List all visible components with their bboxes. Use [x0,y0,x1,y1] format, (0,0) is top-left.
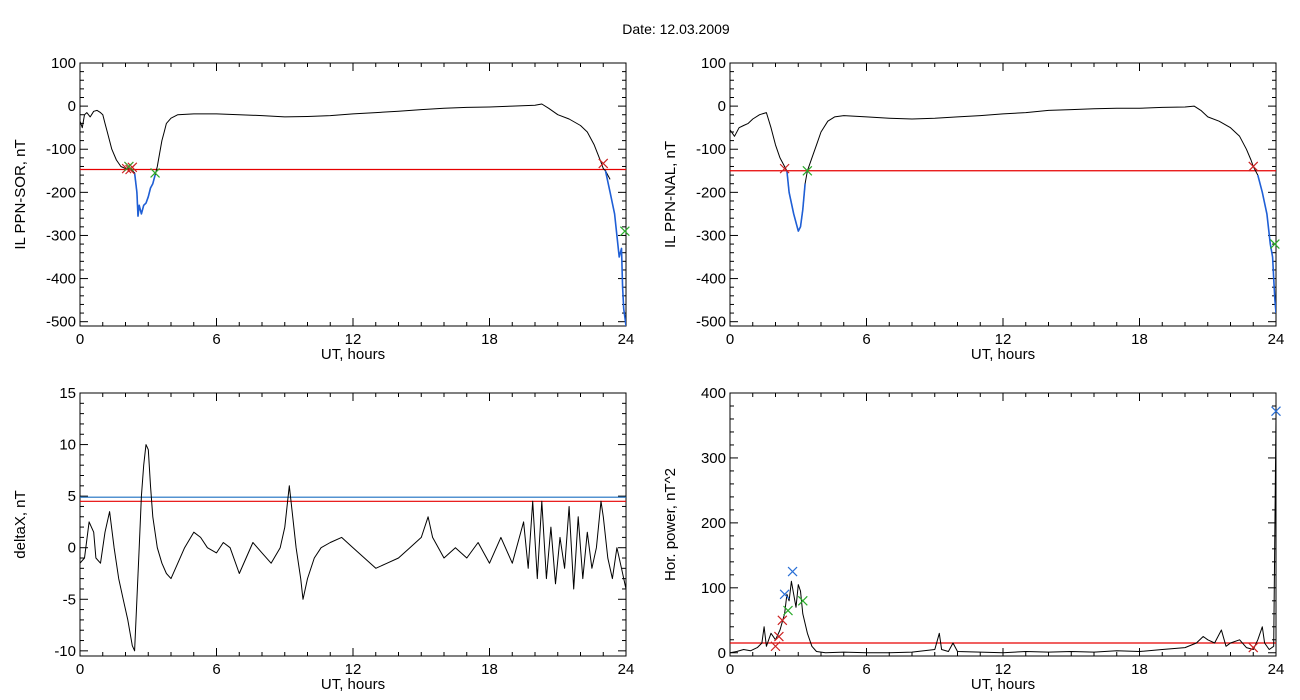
chart-panel-top-left: 0 6 12 18 24 100 0 -100 -200 -300 -400 -500 UT, hour… [12,55,634,363]
y-tick-label: 0 [718,98,726,115]
x-tick-label: 12 [995,331,1012,348]
series-line [604,170,626,326]
x-tick-label: 6 [862,661,870,678]
y-tick-label: -100 [696,141,726,158]
x-tick-label: 0 [726,661,734,678]
x-marker [598,158,609,169]
x-tick-label: 12 [345,661,362,678]
y-tick-label: 100 [701,580,726,597]
y-tick-label: -500 [46,314,76,331]
x-tick-label: 24 [618,331,635,348]
figure-title: Date: 12.03.2009 [622,21,730,37]
x-marker [770,641,781,652]
series-line [1257,174,1276,314]
y-tick-label: -10 [54,643,76,660]
plot-data [80,444,626,652]
x-marker [797,595,808,606]
y-tick-label: -200 [46,184,76,201]
y-tick-label: -200 [696,184,726,201]
x-tick-label: 0 [726,331,734,348]
chart-panel-top-right: 0 6 12 18 24 100 0 -100 -200 -300 -400 -500 UT, hour… [662,55,1284,363]
series-line [133,172,156,217]
x-axis-label: UT, hours [971,346,1035,363]
series-line [786,170,806,232]
chart-panel-bottom-left: 0 6 12 18 24 15 10 5 0 -5 -10 UT, hours deltaX, nT [12,385,634,693]
x-tick-label: 18 [481,331,498,348]
x-marker [777,615,788,626]
series-line [80,103,611,217]
x-tick-label: 24 [1268,661,1285,678]
y-tick-label: 15 [59,385,76,402]
y-tick-label: -400 [46,271,76,288]
x-marker [619,226,630,237]
x-axis-label: UT, hours [321,676,385,693]
y-tick-label: -500 [696,314,726,331]
x-tick-label: 6 [212,331,220,348]
x-axis-label: UT, hours [971,676,1035,693]
x-tick-label: 18 [481,661,498,678]
y-tick-label: 200 [701,515,726,532]
y-tick-label: -400 [696,271,726,288]
x-marker [783,605,793,616]
x-marker [150,168,160,178]
x-marker [1269,239,1280,250]
plot-frame [729,62,1277,327]
x-marker [787,566,798,577]
x-marker [123,161,134,172]
y-tick-label: 0 [68,98,76,115]
x-tick-label: 6 [212,661,220,678]
y-tick-label: 10 [59,437,76,454]
y-tick-label: 100 [701,55,726,72]
x-marker [1248,161,1259,172]
y-tick-label: 0 [68,540,76,557]
y-axis-label: IL PPN-NAL, nT [662,141,679,248]
x-tick-label: 24 [618,661,635,678]
y-axis-label: deltaX, nT [12,490,29,558]
plot-frame [729,392,1277,657]
x-marker [127,162,138,173]
x-marker [773,631,784,642]
y-tick-label: 400 [701,385,726,402]
plot-frame [79,392,627,657]
x-marker [1248,642,1259,653]
series-line [730,105,1259,232]
x-tick-label: 6 [862,331,870,348]
x-tick-label: 12 [995,661,1012,678]
plot-data [80,103,626,326]
x-marker [802,165,813,176]
plot-frame [79,62,627,327]
x-tick-label: 0 [76,331,84,348]
x-axis-label: UT, hours [321,346,385,363]
chart-panel-bottom-right: 0 6 12 18 24 400 300 200 100 0 UT, hours Hor. power… [662,385,1284,693]
y-tick-label: 5 [68,488,76,505]
y-tick-label: -5 [63,591,76,608]
x-marker [779,163,790,174]
x-tick-label: 18 [1131,331,1148,348]
y-axis-label: IL PPN-SOR, nT [12,139,29,249]
x-marker [1271,406,1281,417]
y-tick-label: -300 [696,227,726,244]
plot-data [730,415,1276,654]
x-marker [779,589,790,600]
y-axis-label: Hor. power, nT^2 [662,468,679,581]
x-tick-label: 24 [1268,331,1285,348]
plot-data [730,105,1276,314]
y-tick-label: 0 [718,645,726,662]
series-line [80,444,626,652]
y-tick-label: -300 [46,227,76,244]
y-tick-label: 100 [51,55,76,72]
y-tick-label: 300 [701,450,726,467]
x-tick-label: 12 [345,331,362,348]
x-tick-label: 0 [76,661,84,678]
series-line [730,415,1276,654]
x-tick-label: 18 [1131,661,1148,678]
y-tick-label: -100 [46,141,76,158]
